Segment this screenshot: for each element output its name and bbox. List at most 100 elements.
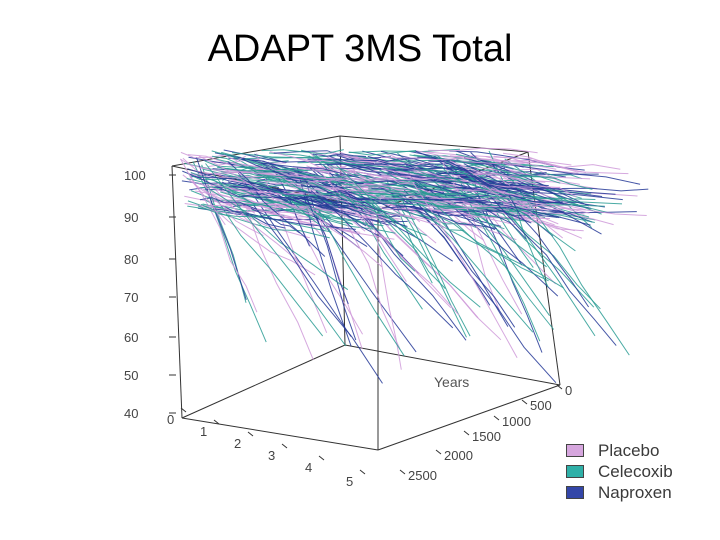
z-axis-tick-label: 90 bbox=[124, 210, 138, 225]
x-axis-tick-label: 2 bbox=[234, 436, 241, 451]
trajectory-line bbox=[276, 188, 369, 210]
trajectory-line bbox=[436, 155, 576, 252]
z-axis-tick-label: 50 bbox=[124, 368, 138, 383]
trajectory-line bbox=[340, 188, 423, 310]
trajectory-line bbox=[230, 185, 356, 215]
trajectory-line bbox=[348, 206, 447, 229]
trajectory-line bbox=[190, 172, 315, 220]
trajectory-line bbox=[415, 150, 480, 180]
trajectory-line bbox=[413, 154, 557, 179]
trajectory-line bbox=[482, 178, 596, 337]
trajectory-line bbox=[371, 202, 416, 272]
trajectory-line bbox=[431, 158, 534, 166]
trajectory-line bbox=[282, 193, 400, 203]
trajectory-line bbox=[493, 155, 557, 170]
x-axis-tick-mark bbox=[180, 407, 187, 413]
trajectory-line bbox=[351, 197, 440, 221]
trajectory-line bbox=[504, 170, 630, 356]
trajectory-line bbox=[403, 189, 516, 328]
trajectory-line bbox=[256, 187, 354, 225]
trajectory-line bbox=[197, 205, 285, 218]
trajectory-line bbox=[412, 182, 518, 358]
trajectory-line bbox=[225, 169, 369, 188]
trajectory-line bbox=[205, 192, 258, 226]
trajectory-line bbox=[355, 171, 435, 197]
trajectory-line bbox=[442, 186, 563, 203]
trajectory-line bbox=[491, 197, 617, 346]
trajectory-line bbox=[325, 203, 405, 218]
frame-edge bbox=[344, 344, 561, 386]
trajectory-line bbox=[188, 173, 258, 313]
frame-edge bbox=[171, 135, 341, 167]
trajectory-line bbox=[473, 173, 546, 183]
trajectory-line bbox=[317, 207, 405, 357]
x-axis-tick-mark bbox=[247, 431, 254, 437]
trajectory-line bbox=[250, 208, 300, 234]
trajectory-line bbox=[182, 170, 260, 198]
x-axis-tick-label: 5 bbox=[346, 474, 353, 489]
trajectory-line bbox=[379, 169, 477, 199]
trajectory-line bbox=[293, 202, 352, 225]
trajectory-line bbox=[201, 206, 264, 237]
trajectory-line bbox=[366, 204, 479, 215]
trajectory-line bbox=[502, 152, 629, 175]
trajectory-line bbox=[224, 199, 327, 210]
trajectory-line bbox=[348, 150, 417, 156]
trajectory-line bbox=[430, 156, 501, 190]
trajectory-line bbox=[209, 204, 316, 276]
y-axis-tick-label: 1500 bbox=[472, 429, 501, 444]
trajectory-line bbox=[200, 203, 330, 239]
trajectory-line bbox=[353, 191, 483, 196]
x-axis-tick-mark bbox=[281, 443, 288, 449]
trajectory-line bbox=[187, 154, 247, 167]
x-axis-tick-label: 4 bbox=[305, 460, 312, 475]
trajectory-line bbox=[227, 167, 308, 172]
trajectory-line bbox=[199, 197, 246, 206]
trajectory-line bbox=[180, 151, 247, 161]
trajectory-line bbox=[244, 158, 379, 183]
trajectory-line bbox=[387, 171, 498, 188]
trajectory-line bbox=[363, 163, 473, 172]
trajectory-line bbox=[371, 188, 412, 206]
y-axis-tick-label: 0 bbox=[565, 383, 572, 398]
trajectory-line bbox=[395, 205, 496, 231]
trajectory-line bbox=[245, 206, 314, 360]
legend-label-celecoxib: Celecoxib bbox=[598, 461, 673, 481]
trajectory-line bbox=[279, 189, 382, 203]
trajectory-line bbox=[485, 156, 621, 170]
trajectory-line bbox=[240, 202, 360, 236]
legend-swatch-placebo bbox=[566, 444, 584, 457]
trajectory-line bbox=[307, 177, 437, 183]
trajectory-line bbox=[456, 199, 538, 208]
legend-label-placebo: Placebo bbox=[598, 440, 660, 460]
y-axis-tick-label: 1000 bbox=[502, 414, 531, 429]
x-axis-tick-label: 3 bbox=[268, 448, 275, 463]
trajectory-line bbox=[456, 175, 497, 195]
legend-swatch-celecoxib bbox=[566, 465, 584, 478]
frame-edge bbox=[339, 135, 529, 153]
legend-item-placebo: Placebo bbox=[566, 440, 673, 461]
trajectory-line bbox=[198, 155, 317, 215]
trajectory-line bbox=[285, 208, 378, 230]
y-axis-tick-label: 2000 bbox=[444, 448, 473, 463]
trajectory-line bbox=[446, 185, 502, 197]
trajectory-line bbox=[407, 209, 517, 241]
trajectory-line bbox=[261, 149, 344, 155]
legend-item-naproxen: Naproxen bbox=[566, 482, 673, 503]
trajectory-line bbox=[501, 202, 614, 226]
trajectory-line bbox=[360, 179, 508, 215]
trajectory-line bbox=[276, 188, 360, 201]
trajectory-line bbox=[498, 173, 577, 198]
trajectory-line bbox=[327, 159, 453, 185]
trajectory-line bbox=[307, 208, 383, 268]
trajectory-line bbox=[213, 208, 356, 230]
trajectory-line bbox=[182, 174, 244, 215]
legend-item-celecoxib: Celecoxib bbox=[566, 461, 673, 482]
trajectory-line bbox=[485, 208, 527, 240]
z-axis-tick-label: 80 bbox=[124, 252, 138, 267]
y-axis-label: Years bbox=[434, 374, 469, 390]
trajectory-line bbox=[336, 155, 415, 170]
x-axis-tick-mark bbox=[359, 469, 366, 475]
x-axis-tick-label: 0 bbox=[167, 412, 174, 427]
trajectory-line bbox=[223, 149, 287, 163]
